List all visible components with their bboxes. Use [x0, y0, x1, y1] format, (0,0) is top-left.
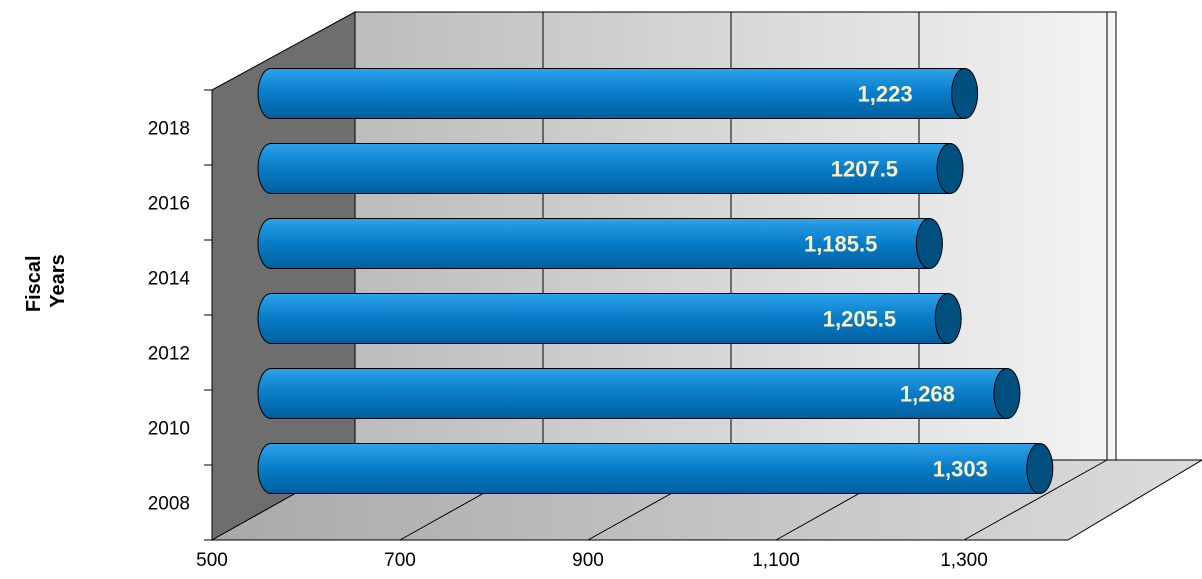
y-tick-label: 2008 [148, 494, 190, 515]
bar-body [257, 143, 951, 194]
bar-cap [951, 68, 979, 119]
bar-2014: 1,185.5 [257, 218, 943, 269]
bar-body [257, 293, 949, 344]
bar-body [257, 218, 930, 269]
data-label: 1,268 [900, 382, 955, 407]
x-tick-label: 500 [196, 550, 228, 571]
y-tick-label: 2012 [148, 344, 190, 365]
x-tick-label: 1,100 [752, 550, 800, 571]
y-tick-label: 2018 [148, 119, 190, 140]
data-label: 1207.5 [831, 157, 898, 182]
data-label: 1,223 [858, 82, 913, 107]
bar-cap [936, 143, 964, 194]
x-tick-labels: 500 700 900 1,100 1,300 [196, 550, 988, 571]
x-axis: 500 700 900 1,100 1,300 [196, 550, 988, 571]
data-label: 1,303 [933, 457, 988, 482]
bar-cap [934, 293, 962, 344]
y-axis: 2008 2010 2012 2014 2016 2018 [148, 89, 213, 541]
bar-cap [993, 368, 1021, 419]
y-axis-title-line-2: Years [47, 254, 69, 307]
y-tick-label: 2016 [148, 194, 190, 215]
bar-body [257, 68, 966, 119]
bar-cap [915, 218, 943, 269]
bar-body [257, 443, 1041, 494]
y-tick-label: 2014 [148, 269, 191, 290]
y-ticks [204, 89, 212, 541]
x-tick-label: 1,300 [940, 550, 988, 571]
bar-cap [1026, 443, 1054, 494]
x-tick-label: 700 [384, 550, 416, 571]
data-label: 1,185.5 [804, 232, 877, 257]
bar-2010: 1,268 [257, 368, 1021, 419]
y-tick-label: 2010 [148, 419, 190, 440]
x-tick-label: 900 [572, 550, 604, 571]
data-label: 1,205.5 [823, 307, 896, 332]
bar-2012: 1,205.5 [257, 293, 962, 344]
bar-body [257, 368, 1008, 419]
bar-2016: 1207.5 [257, 143, 964, 194]
y-axis-title: Fiscal Years [23, 250, 69, 312]
y-tick-labels: 2008 2010 2012 2014 2016 2018 [148, 119, 191, 515]
floor-gridline [963, 459, 1108, 541]
bar-2018: 1,223 [257, 68, 979, 119]
bar-2008: 1,303 [257, 443, 1054, 494]
bars: 1,303 1,268 1,205.5 1,185.5 1207.5 1,223 [257, 68, 1054, 494]
y-axis-title-line-1: Fiscal [23, 255, 45, 312]
